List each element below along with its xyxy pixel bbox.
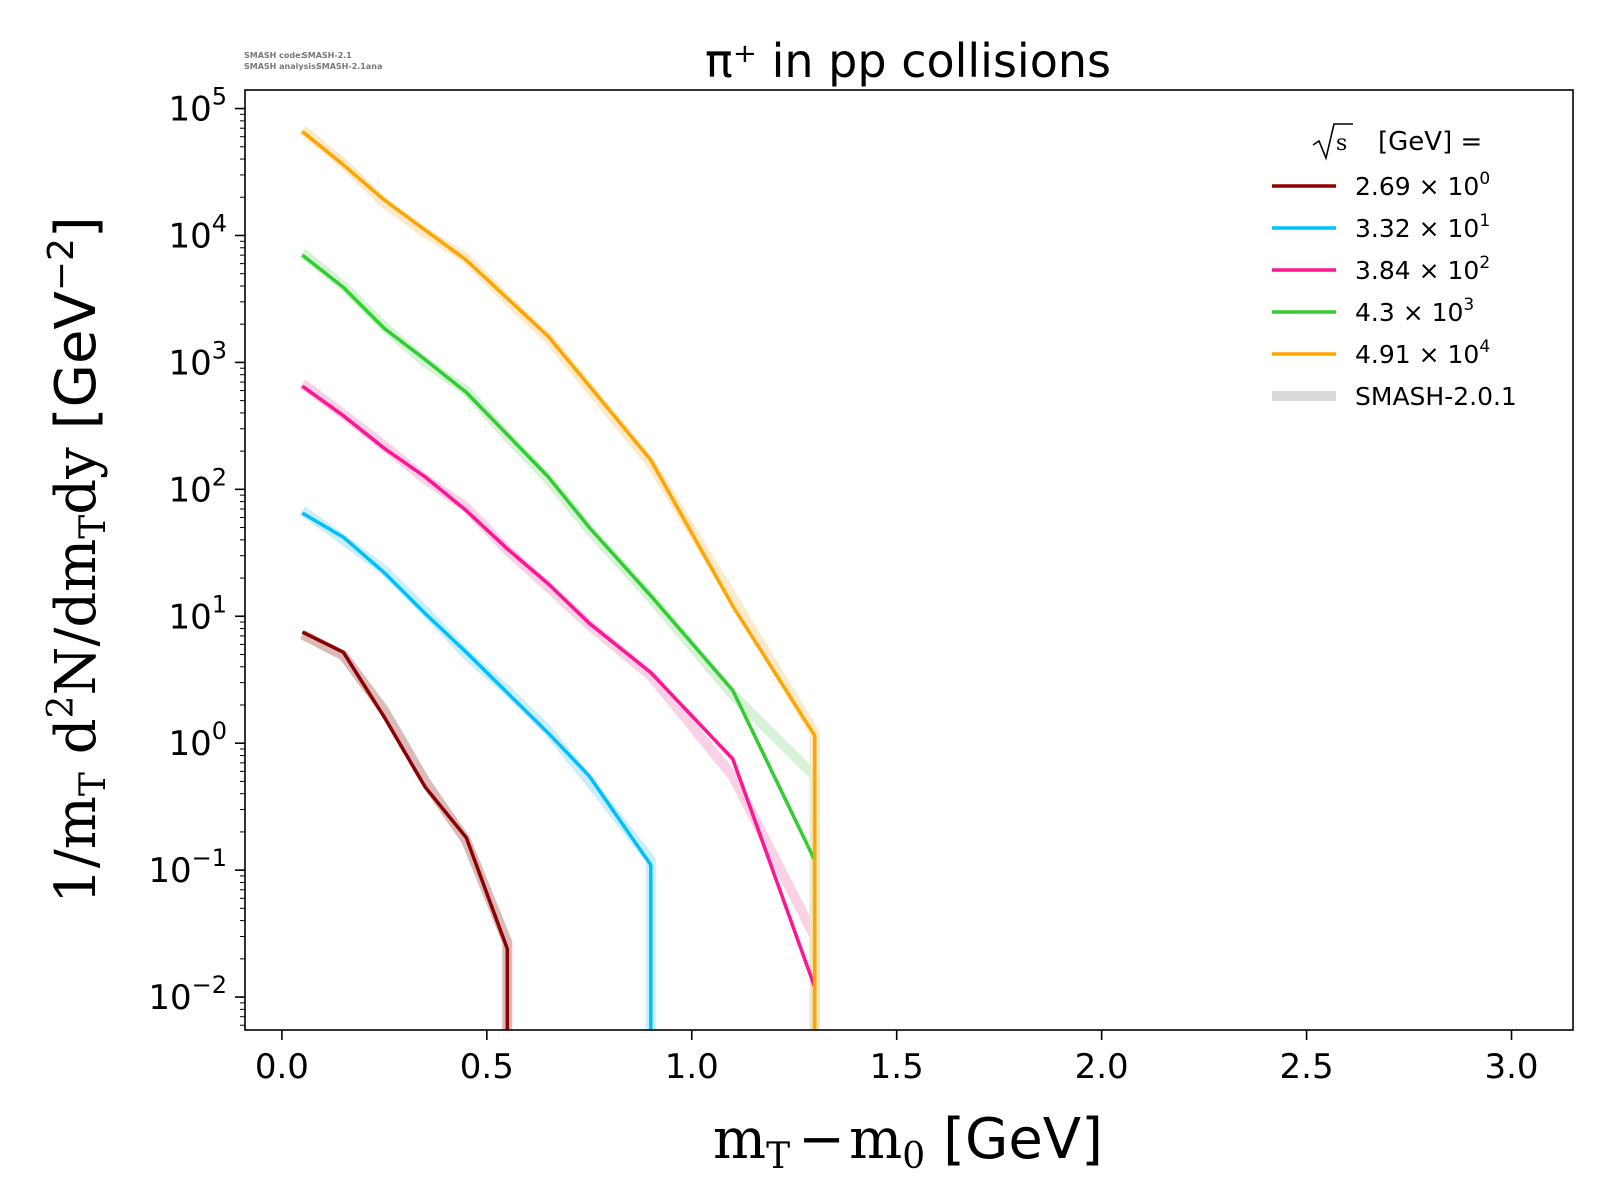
- x-tick-label: 1.5: [870, 1047, 924, 1087]
- legend-title-text: [GeV] =: [1378, 127, 1482, 157]
- y-tick-label: 10−2: [148, 971, 227, 1018]
- legend-label-reference: SMASH-2.0.1: [1355, 382, 1517, 411]
- x-axis-label: mT −m0 [GeV]: [713, 1107, 1103, 1177]
- watermark-code-label: SMASH code:: [244, 51, 304, 60]
- legend-title-sqrt: s: [1336, 131, 1347, 156]
- legend: s [GeV] = 2.69 × 100 3.32 × 101 3.84 × 102…: [1272, 123, 1517, 411]
- y-axis-ticks: 10−2 10−1 100 101 102 103 104 105: [148, 83, 245, 1026]
- version-watermark: SMASH code: SMASH-2.1 SMASH analysis: SM…: [244, 51, 382, 71]
- y-tick-label: 102: [168, 463, 227, 510]
- reference-band-line: [299, 125, 820, 1030]
- y-tick-label: 100: [168, 717, 227, 764]
- x-tick-label: 0.0: [255, 1047, 309, 1087]
- x-tick-label: 2.5: [1280, 1047, 1334, 1087]
- x-axis-ticks: 0.0 0.5 1.0 1.5 2.0 2.5 3.0: [255, 1030, 1539, 1087]
- series-line: [301, 384, 817, 1030]
- y-tick-label: 105: [168, 83, 227, 130]
- series-line: [301, 511, 653, 1030]
- x-tick-label: 1.0: [665, 1047, 719, 1087]
- watermark-analysis-label: SMASH analysis:: [244, 62, 319, 71]
- series-line: [301, 253, 817, 1030]
- legend-label: 2.69 × 100: [1355, 169, 1490, 201]
- x-tick-label: 0.5: [460, 1047, 514, 1087]
- reference-band-line: [300, 629, 513, 1030]
- legend-title: s [GeV] =: [1312, 123, 1482, 161]
- reference-bands: [299, 125, 820, 1030]
- legend-label: 4.91 × 104: [1355, 337, 1490, 369]
- reference-band-line: [299, 248, 820, 1030]
- legend-label: 3.32 × 101: [1355, 211, 1490, 243]
- series-lines: [301, 130, 817, 1030]
- reference-band-line: [299, 506, 656, 1030]
- legend-items: 2.69 × 100 3.32 × 101 3.84 × 102 4.3 × 103 4…: [1272, 169, 1517, 411]
- y-tick-label: 101: [168, 590, 227, 637]
- reference-band-line: [299, 379, 820, 1030]
- watermark-code-value: SMASH-2.1: [302, 51, 352, 60]
- x-tick-label: 2.0: [1075, 1047, 1129, 1087]
- series-line: [301, 630, 510, 1030]
- sqrt-symbol-icon: [1312, 123, 1353, 161]
- watermark-analysis-value: SMASH-2.1ana: [316, 62, 382, 71]
- plot-frame: [244, 89, 1574, 1031]
- x-tick-label: 3.0: [1484, 1047, 1538, 1087]
- y-tick-label: 10−1: [148, 844, 227, 891]
- y-axis-label: 1/mT d2N/dmTdy[GeV−2]: [41, 216, 114, 903]
- legend-label: 4.3 × 103: [1355, 295, 1474, 327]
- y-tick-label: 104: [168, 209, 227, 256]
- y-tick-label: 103: [168, 336, 227, 383]
- series-line: [301, 130, 817, 1030]
- chart-title: π⁺ in pp collisions: [705, 34, 1111, 88]
- legend-label: 3.84 × 102: [1355, 253, 1490, 285]
